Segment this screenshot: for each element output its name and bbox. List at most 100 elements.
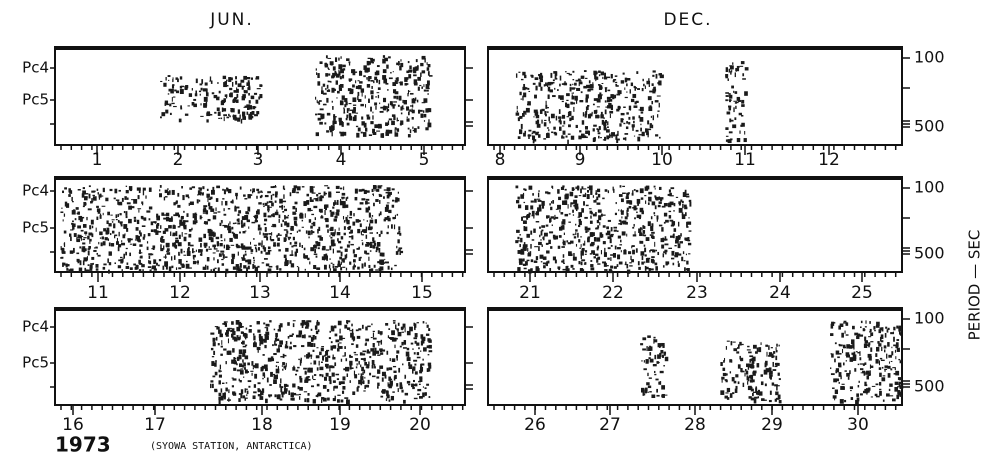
spectrogram-noise (523, 84, 525, 88)
spectrogram-noise (426, 384, 429, 386)
spectrogram-noise (103, 267, 106, 270)
spectrogram-noise (76, 253, 79, 255)
spectrogram-noise (212, 356, 214, 357)
spectrogram-noise (629, 200, 632, 204)
spectrogram-noise (396, 383, 398, 386)
spectrogram-noise (96, 268, 99, 270)
spectrogram-noise (232, 232, 234, 234)
spectrogram-noise (114, 235, 115, 238)
spectrogram-noise (429, 350, 433, 352)
spectrogram-noise (689, 200, 692, 202)
spectrogram-noise (404, 77, 407, 82)
spectrogram-noise (643, 84, 645, 87)
spectrogram-noise (277, 243, 280, 247)
spectrogram-noise (608, 190, 609, 193)
spectrogram-noise (63, 219, 64, 221)
spectrogram-noise (727, 388, 730, 392)
spectrogram-noise (538, 190, 539, 192)
spectrogram-noise (579, 221, 582, 225)
spectrogram-noise (575, 96, 578, 101)
spectrogram-noise (870, 332, 873, 336)
spectrogram-noise (334, 325, 336, 327)
spectrogram-noise (875, 359, 878, 364)
spectrogram-noise (664, 250, 667, 253)
spectrogram-noise (860, 368, 863, 370)
spectrogram-noise (330, 268, 331, 271)
spectrogram-noise (364, 362, 367, 366)
spectrogram-noise (300, 360, 302, 364)
spectrogram-noise (398, 332, 402, 336)
spectrogram-noise (313, 265, 316, 269)
spectrogram-noise (66, 264, 68, 268)
spectrogram-noise (120, 259, 123, 263)
spectrogram-noise (641, 197, 644, 199)
spectrogram-noise (213, 342, 216, 346)
spectrogram-noise (515, 240, 518, 243)
spectrogram-noise (649, 84, 650, 87)
spectrogram-noise (523, 133, 526, 137)
spectrogram-noise (377, 369, 380, 374)
spectrogram-noise (83, 237, 86, 238)
spectrogram-noise (201, 89, 202, 90)
spectrogram-noise (769, 371, 773, 374)
spectrogram-noise (349, 361, 352, 366)
spectrogram-noise (218, 267, 220, 271)
spectrogram-noise (390, 101, 393, 105)
spectrogram-noise (659, 225, 662, 227)
spectrogram-noise (610, 94, 613, 98)
spectrogram-noise (530, 205, 533, 209)
spectrogram-noise (372, 376, 376, 378)
spectrogram-noise (243, 194, 246, 196)
spectrogram-noise (324, 257, 326, 260)
spectrogram-noise (324, 265, 327, 270)
spectrogram-noise (222, 383, 224, 384)
spectrogram-noise (316, 72, 317, 75)
spectrogram-noise (539, 76, 543, 78)
spectrogram-noise (657, 114, 658, 117)
spectrogram-noise (564, 233, 565, 235)
spectrogram-noise (178, 214, 180, 217)
spectrogram-noise (213, 351, 215, 355)
spectrogram-noise (586, 205, 589, 206)
spectrogram-noise (343, 216, 344, 219)
spectrogram-noise (398, 226, 400, 230)
spectrogram-noise (77, 212, 80, 215)
spectrogram-noise (315, 325, 318, 329)
spectrogram-noise (398, 249, 401, 251)
spectrogram-noise (595, 139, 596, 142)
spectrogram-noise (229, 238, 232, 242)
spectrogram-noise (523, 202, 525, 203)
spectrogram-noise (248, 386, 250, 388)
spectrogram-noise (517, 267, 520, 271)
spectrogram-noise (215, 232, 216, 236)
spectrogram-noise (524, 268, 527, 270)
spectrogram-noise (340, 100, 344, 105)
spectrogram-noise (425, 393, 427, 395)
spectrogram-noise (350, 365, 352, 369)
spectrogram-noise (362, 229, 364, 232)
spectrogram-noise (890, 332, 893, 334)
spectrogram-noise (189, 187, 192, 189)
spectrogram-noise (254, 374, 257, 379)
spectrogram-noise (865, 326, 867, 327)
spectrogram-noise (97, 253, 98, 255)
spectrogram-noise (761, 398, 765, 401)
period-label: 500 (914, 377, 945, 396)
spectrogram-noise (242, 258, 246, 261)
spectrogram-noise (880, 358, 882, 359)
spectrogram-noise (377, 65, 380, 67)
spectrogram-noise (122, 198, 124, 202)
spectrogram-noise (527, 88, 529, 90)
spectrogram-noise (257, 266, 259, 268)
spectrogram-noise (406, 106, 409, 110)
spectrogram-noise (581, 255, 582, 259)
spectrogram-noise (357, 336, 360, 339)
spectrogram-noise (387, 89, 389, 90)
spectrogram-noise (368, 380, 370, 384)
spectrogram-noise (296, 394, 299, 395)
spectrogram-noise (302, 186, 305, 187)
spectrogram-noise (278, 249, 281, 251)
spectrogram-noise (271, 203, 274, 207)
spectrogram-noise (347, 123, 350, 126)
spectrogram-noise (344, 220, 345, 223)
